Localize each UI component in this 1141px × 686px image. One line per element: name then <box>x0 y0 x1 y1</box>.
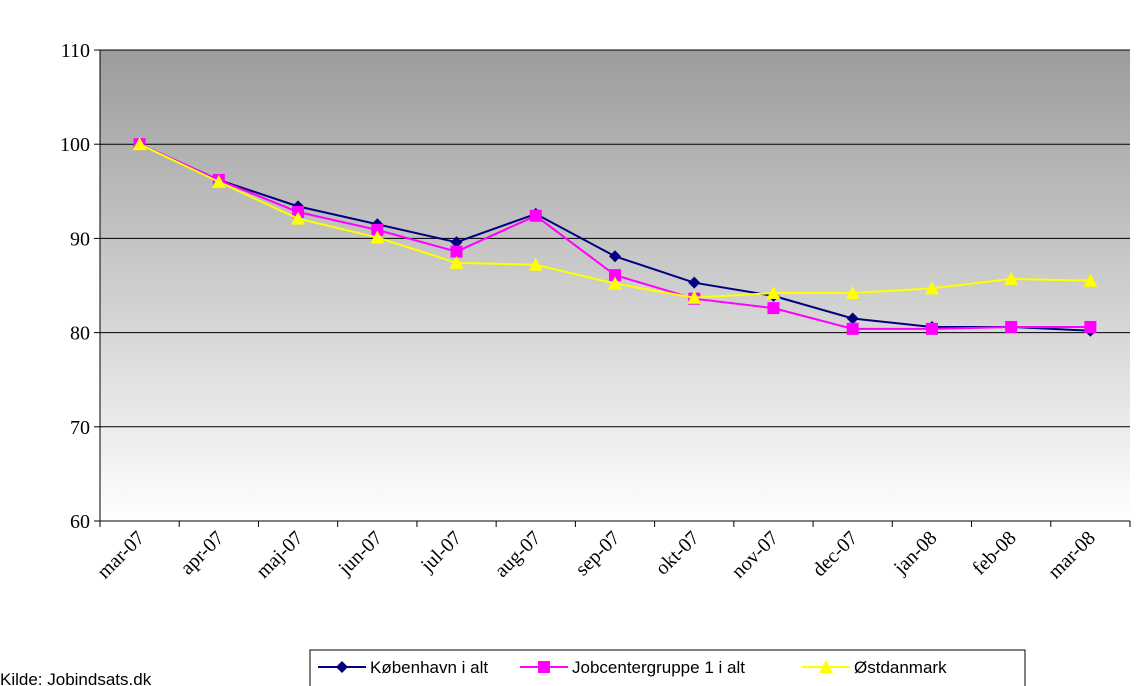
marker <box>529 209 542 222</box>
marker <box>766 286 781 300</box>
marker <box>1083 273 1098 287</box>
x-tick-label: nov-07 <box>727 527 783 583</box>
marker <box>1084 320 1097 333</box>
legend-label: Østdanmark <box>854 658 947 677</box>
marker <box>450 245 463 258</box>
marker <box>846 322 859 335</box>
marker <box>528 257 543 271</box>
legend-marker <box>538 661 550 673</box>
y-tick-label: 90 <box>70 228 90 250</box>
marker <box>371 223 384 236</box>
x-tick-label: okt-07 <box>651 527 703 579</box>
x-tick-label: mar-08 <box>1044 527 1100 583</box>
legend-label: Jobcentergruppe 1 i alt <box>572 658 745 677</box>
marker <box>608 276 622 290</box>
y-tick-label: 110 <box>61 40 90 62</box>
marker <box>609 269 621 282</box>
marker <box>924 281 939 295</box>
y-tick-label: 60 <box>70 511 90 533</box>
marker <box>1004 271 1019 285</box>
marker <box>450 236 463 249</box>
x-tick-label: mar-07 <box>93 527 149 583</box>
x-tick-label: apr-07 <box>176 527 228 579</box>
marker <box>846 312 859 325</box>
marker <box>132 137 147 151</box>
marker <box>845 286 860 300</box>
legend-label: København i alt <box>370 658 488 677</box>
legend-marker <box>819 660 833 673</box>
legend <box>309 649 1026 686</box>
x-tick-label: sep-07 <box>571 527 624 580</box>
marker <box>291 211 306 225</box>
marker <box>688 276 701 289</box>
legend-marker <box>336 661 348 673</box>
marker <box>211 174 226 188</box>
marker <box>370 230 385 244</box>
marker <box>767 302 780 315</box>
marker <box>1005 320 1018 333</box>
x-tick-label: jan-08 <box>889 527 941 579</box>
x-tick-label: maj-07 <box>252 527 308 583</box>
marker <box>925 322 938 335</box>
marker <box>449 255 464 269</box>
marker <box>609 250 621 263</box>
x-tick-label: feb-08 <box>968 527 1020 579</box>
x-tick-label: jul-07 <box>416 527 466 577</box>
y-tick-label: 100 <box>60 134 90 156</box>
y-tick-label: 70 <box>70 417 90 439</box>
marker <box>687 290 702 304</box>
source-note: Kilde: Jobindsats.dk <box>0 670 152 686</box>
y-tick-label: 80 <box>70 323 90 345</box>
x-tick-label: dec-07 <box>808 527 862 581</box>
x-tick-label: aug-07 <box>490 527 545 582</box>
x-tick-label: jun-07 <box>334 527 387 580</box>
